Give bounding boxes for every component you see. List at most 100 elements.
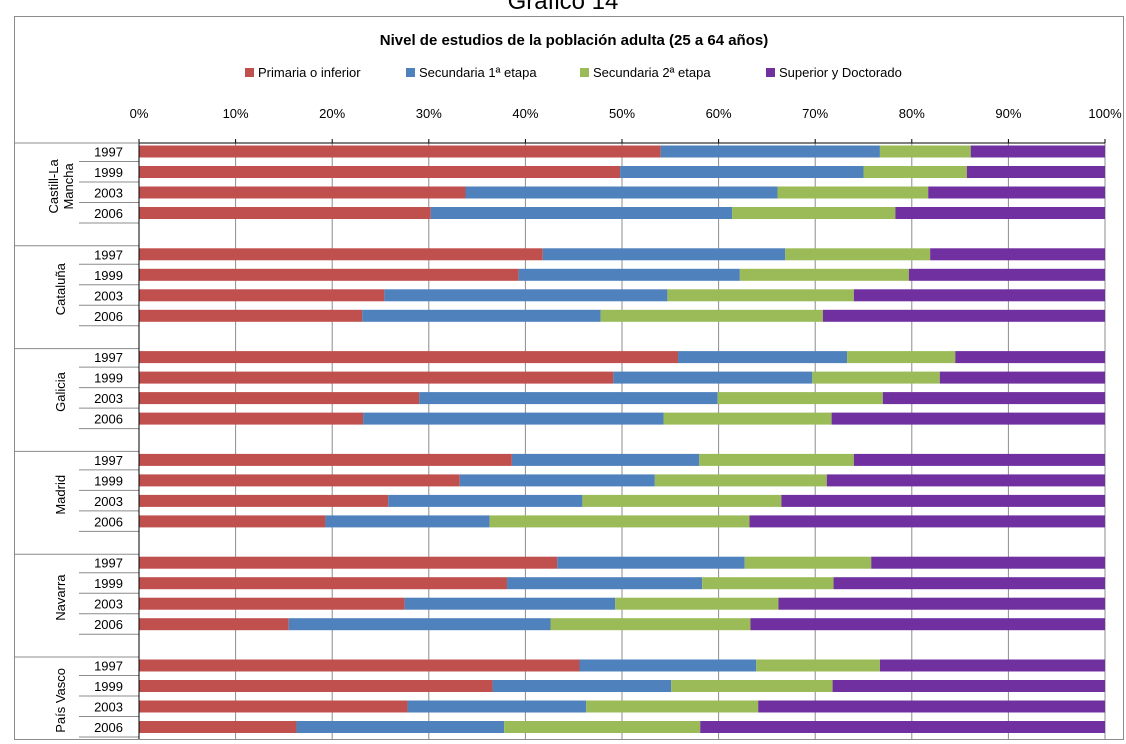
bar-segment — [970, 145, 1105, 158]
bar-segment — [620, 166, 864, 178]
bar-segment — [139, 248, 543, 261]
group-label: Galicia — [53, 371, 68, 412]
bars — [139, 145, 1105, 733]
bar-segment — [139, 453, 512, 466]
year-label: 1999 — [94, 268, 123, 283]
year-label: 1999 — [94, 371, 123, 386]
bar-segment — [853, 289, 1105, 302]
year-label: 2003 — [94, 391, 123, 406]
group-label-line: País Vasco — [53, 668, 68, 733]
bar-segment — [139, 515, 326, 528]
bar-segment — [542, 248, 786, 261]
year-label: 2003 — [94, 186, 123, 201]
bar-segment — [879, 659, 1105, 672]
bar-segment — [833, 577, 1105, 590]
bar-segment — [758, 700, 1105, 713]
bar-segment — [863, 166, 967, 178]
bar-segment — [660, 145, 880, 158]
x-tick-label: 60% — [706, 106, 732, 121]
group-label-line: Cataluña — [53, 262, 68, 315]
year-label: 1999 — [94, 679, 123, 694]
legend-label: Superior y Doctorado — [779, 65, 902, 80]
legend-swatch — [245, 68, 254, 77]
bar-segment — [654, 474, 827, 487]
bar-segment — [139, 680, 493, 692]
bar-segment — [550, 618, 751, 631]
bar-segment — [882, 392, 1105, 405]
bar-segment — [667, 289, 854, 302]
bar-segment — [139, 351, 679, 364]
bar-segment — [139, 412, 364, 425]
group-label: País Vasco — [53, 668, 68, 733]
bar-segment — [739, 268, 909, 281]
legend-swatch — [580, 68, 589, 77]
bar-segment — [671, 680, 833, 692]
legend-swatch — [766, 68, 775, 77]
chart-legend: Primaria o inferior Secundaria 1ª etapa Se… — [245, 65, 902, 80]
bar-segment — [749, 515, 1105, 528]
bar-segment — [615, 597, 779, 610]
year-label: 2006 — [94, 617, 123, 632]
x-tick-label: 90% — [995, 106, 1021, 121]
bar-segment — [139, 392, 420, 405]
year-label: 1999 — [94, 473, 123, 488]
group-label: Castill-LaMancha — [46, 159, 76, 214]
bar-segment — [388, 494, 583, 507]
bar-segment — [853, 453, 1105, 466]
year-label: 1999 — [94, 576, 123, 591]
bar-segment — [847, 351, 956, 364]
x-axis-ticks: 0% 10% 20% 30% 40% 50% 60% 70% 80% 90% 100% — [130, 106, 1122, 143]
bar-segment — [732, 207, 896, 219]
bar-segment — [908, 268, 1105, 281]
bar-segment — [678, 351, 848, 364]
x-tick-label: 70% — [802, 106, 828, 121]
year-label: 2003 — [94, 288, 123, 303]
bar-segment — [139, 618, 289, 631]
bar-segment — [407, 700, 587, 713]
bar-segment — [939, 371, 1105, 384]
bar-segment — [139, 556, 558, 569]
bar-segment — [384, 289, 668, 302]
legend-label: Secundaria 1ª etapa — [419, 65, 537, 80]
bar-segment — [928, 186, 1105, 199]
bar-segment — [511, 453, 700, 466]
year-label: 1997 — [94, 145, 123, 160]
chart-title: Nivel de estudios de la población adulta… — [380, 32, 768, 49]
year-label: 2006 — [94, 309, 123, 324]
page-title-container: Gráfico 14 — [0, 0, 1126, 16]
group-label-line: Navarra — [53, 574, 68, 621]
bar-segment — [288, 618, 551, 631]
bar-segment — [778, 597, 1105, 610]
legend-swatch — [406, 68, 415, 77]
bar-segment — [507, 577, 703, 590]
bar-segment — [557, 556, 745, 569]
group-label: Madrid — [53, 475, 68, 515]
group-label: Cataluña — [53, 262, 68, 315]
category-labels: 1997 1999 2003 2006 Castill-LaMancha 1997 1999… — [46, 145, 123, 736]
bar-segment — [702, 577, 834, 590]
group-label-line: Madrid — [53, 475, 68, 515]
bar-segment — [139, 371, 614, 384]
page-title: Gráfico 14 — [507, 0, 619, 15]
bar-segment — [139, 166, 621, 178]
group-label-line: Galicia — [53, 371, 68, 412]
x-tick-label: 10% — [223, 106, 249, 121]
axis-lines — [15, 142, 1105, 739]
bar-segment — [822, 309, 1105, 322]
bar-segment — [404, 597, 616, 610]
bar-segment — [699, 453, 854, 466]
bar-segment — [826, 474, 1105, 487]
bar-segment — [139, 186, 466, 199]
bar-segment — [832, 680, 1105, 692]
year-label: 1997 — [94, 453, 123, 468]
bar-segment — [879, 145, 971, 158]
bar-segment — [930, 248, 1105, 261]
bar-segment — [139, 289, 385, 302]
bar-segment — [139, 597, 405, 610]
bar-segment — [812, 371, 940, 384]
bar-segment — [518, 268, 740, 281]
bar-segment — [831, 412, 1105, 425]
year-label: 1997 — [94, 659, 123, 674]
bar-segment — [579, 659, 757, 672]
year-label: 2006 — [94, 720, 123, 735]
